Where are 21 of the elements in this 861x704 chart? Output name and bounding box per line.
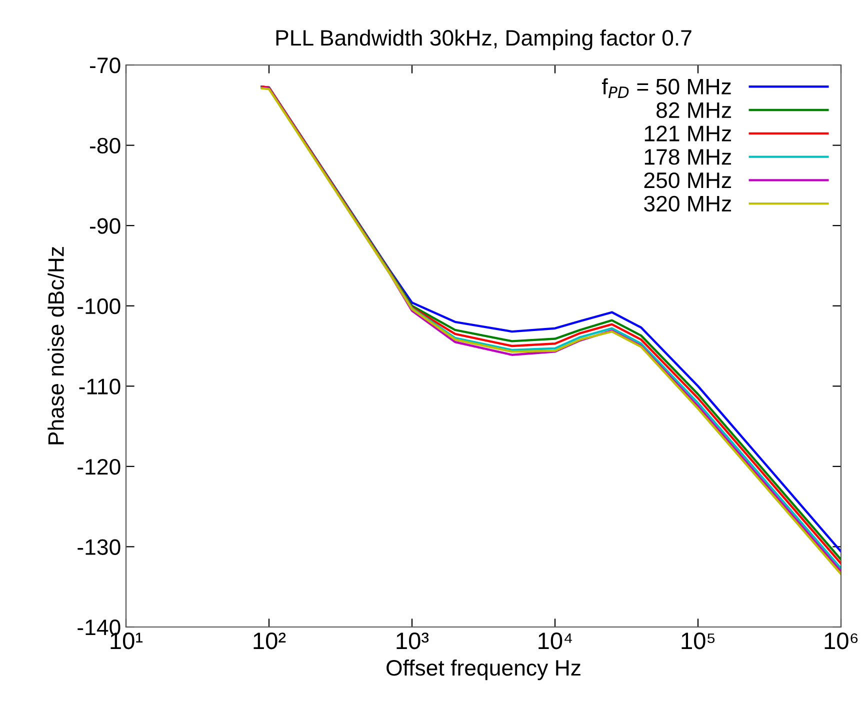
chart-title: PLL Bandwidth 30kHz, Damping factor 0.7 xyxy=(276,29,692,50)
y-tick-label: -120 xyxy=(78,458,120,475)
x-tick-label: 10⁵ xyxy=(682,632,715,650)
y-tick-label: -110 xyxy=(79,378,120,394)
legend-label: 250 MHz xyxy=(644,172,732,188)
x-tick-label: 10³ xyxy=(396,632,429,650)
legend-label: 178 MHz xyxy=(644,149,732,165)
y-tick-label: -80 xyxy=(90,138,120,154)
legend-label: 320 MHz xyxy=(644,196,732,212)
legend-label: 121 MHz xyxy=(644,126,732,142)
x-tick-label: 10² xyxy=(254,632,286,650)
y-tick-label: -130 xyxy=(78,539,120,555)
legend-label: f$_{PD}$ = 50 MHz xyxy=(602,78,731,98)
y-tick-label: -70 xyxy=(90,58,120,74)
y-axis-title: Phase noise dBc/Hz xyxy=(48,247,64,444)
legend-label: 82 MHz xyxy=(656,102,732,118)
x-tick-label: 10⁶ xyxy=(824,632,858,650)
x-axis-title: Offset frequency Hz xyxy=(386,659,580,680)
y-tick-label: -100 xyxy=(78,298,120,314)
y-tick-label: -90 xyxy=(90,218,120,234)
x-tick-label: 10⁴ xyxy=(538,632,572,650)
